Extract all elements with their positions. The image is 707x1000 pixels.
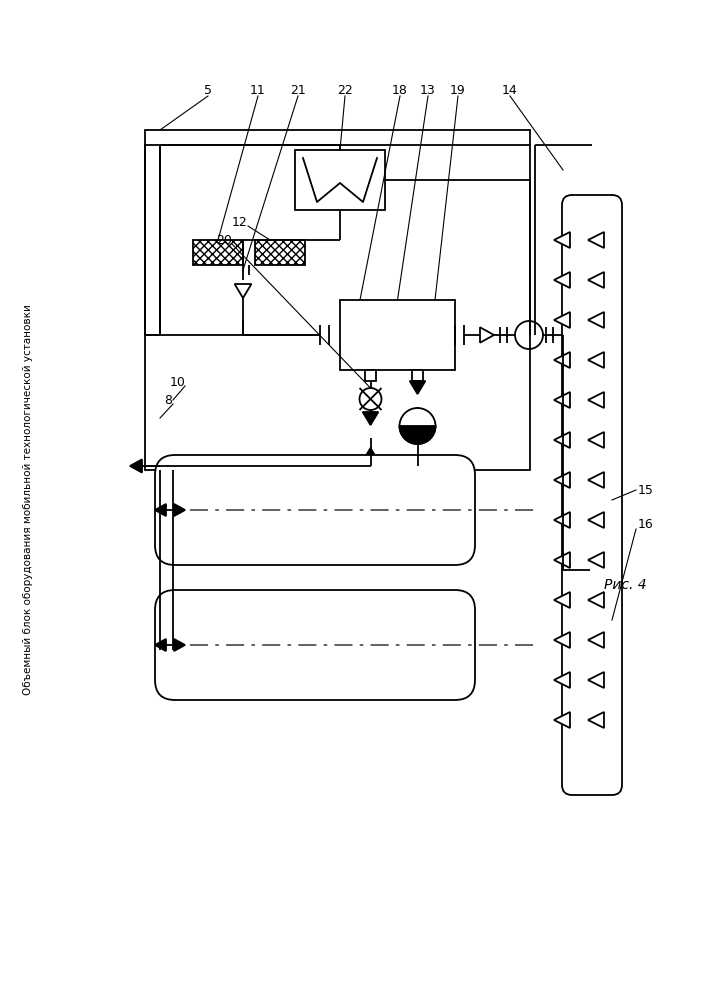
Text: 20: 20	[216, 233, 232, 246]
Bar	[295, 150, 385, 210]
Text: 13: 13	[420, 84, 436, 97]
Text: 11: 11	[250, 84, 266, 97]
Polygon shape	[588, 232, 604, 248]
Polygon shape	[554, 592, 570, 608]
Bar	[365, 370, 376, 381]
Polygon shape	[554, 352, 570, 368]
Polygon shape	[409, 381, 426, 394]
Text: 18: 18	[392, 84, 408, 97]
Polygon shape	[588, 352, 604, 368]
Polygon shape	[554, 432, 570, 448]
FancyBboxPatch shape	[155, 455, 475, 565]
Polygon shape	[588, 552, 604, 568]
Text: 5: 5	[204, 84, 212, 97]
Polygon shape	[155, 639, 166, 651]
Text: Объемный блок оборудования мобильной технологической установки: Объемный блок оборудования мобильной тех…	[23, 305, 33, 695]
Polygon shape	[588, 472, 604, 488]
Polygon shape	[130, 459, 142, 473]
Text: Рис. 4: Рис. 4	[604, 578, 646, 592]
Polygon shape	[588, 272, 604, 288]
Polygon shape	[554, 312, 570, 328]
Polygon shape	[554, 272, 570, 288]
Polygon shape	[588, 672, 604, 688]
Polygon shape	[554, 232, 570, 248]
Polygon shape	[554, 552, 570, 568]
Text: 21: 21	[290, 84, 306, 97]
Polygon shape	[554, 472, 570, 488]
Polygon shape	[155, 504, 166, 516]
Polygon shape	[554, 632, 570, 648]
Bar	[145, 130, 530, 470]
FancyBboxPatch shape	[155, 590, 475, 700]
Polygon shape	[363, 448, 378, 461]
Text: 22: 22	[337, 84, 353, 97]
Polygon shape	[174, 504, 185, 516]
Polygon shape	[588, 632, 604, 648]
Text: 14: 14	[502, 84, 518, 97]
Bar	[412, 370, 423, 381]
Polygon shape	[588, 312, 604, 328]
Bar	[193, 240, 243, 265]
Polygon shape	[554, 712, 570, 728]
Polygon shape	[588, 712, 604, 728]
Polygon shape	[480, 327, 494, 343]
Text: 12: 12	[232, 216, 248, 229]
Text: 8: 8	[164, 393, 172, 406]
Text: 10: 10	[170, 375, 186, 388]
Polygon shape	[554, 512, 570, 528]
Polygon shape	[235, 284, 252, 298]
Bar	[340, 300, 455, 370]
Polygon shape	[588, 392, 604, 408]
FancyBboxPatch shape	[562, 195, 622, 795]
Bar	[255, 240, 305, 265]
Polygon shape	[174, 639, 185, 651]
Polygon shape	[554, 392, 570, 408]
Text: 19: 19	[450, 84, 466, 97]
Polygon shape	[554, 672, 570, 688]
Wedge shape	[399, 426, 436, 444]
Text: 15: 15	[638, 484, 654, 496]
Polygon shape	[588, 432, 604, 448]
Text: 16: 16	[638, 518, 654, 532]
Polygon shape	[588, 592, 604, 608]
Polygon shape	[363, 412, 378, 425]
Polygon shape	[588, 512, 604, 528]
